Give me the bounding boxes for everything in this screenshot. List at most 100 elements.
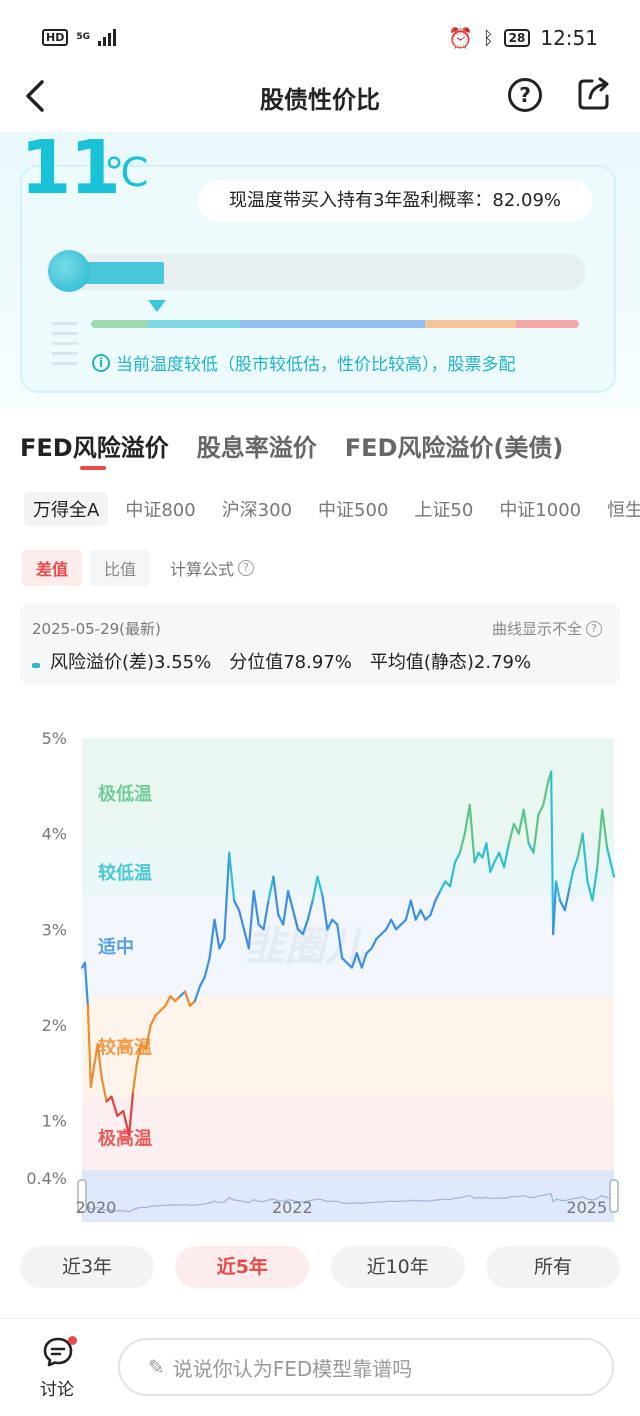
formula-link[interactable]: 计算公式 ? — [170, 556, 255, 580]
series-segment — [350, 952, 358, 969]
series-segment — [581, 832, 589, 883]
zone-band — [82, 996, 614, 1097]
series-segment — [606, 846, 616, 878]
series-segment — [188, 999, 196, 1007]
stats-row: 风险溢价(差)3.55% 分位值78.97% 平均值(静态)2.79% — [32, 648, 531, 674]
bottom-bar — [0, 1318, 640, 1416]
range-handle-right[interactable] — [609, 1179, 619, 1213]
mode-ratio[interactable]: 比值 — [90, 550, 151, 586]
series-segment — [86, 1004, 92, 1089]
series-segment — [429, 899, 437, 917]
tab-fed-risk-premium[interactable]: FED风险溢价 — [20, 428, 169, 470]
scale-segment — [148, 320, 240, 328]
series-segment — [154, 1009, 162, 1017]
tab-dividend-premium[interactable]: 股息率溢价 — [196, 434, 317, 462]
back-arrow-icon[interactable] — [22, 78, 52, 114]
series-segment — [128, 1090, 135, 1137]
signal-icon — [98, 28, 116, 46]
series-segment — [287, 889, 295, 912]
series-segment — [237, 909, 246, 931]
comment-input[interactable]: ✎ 说说你认为FED模型靠谱吗 — [118, 1338, 614, 1396]
series-segment — [144, 1023, 152, 1050]
series-dot — [32, 663, 40, 668]
temperature-tip-text: 当前温度较低（股市较低估，性价比较高），股票多配 — [116, 355, 516, 375]
question-icon: ? — [586, 620, 603, 637]
series-segment — [316, 875, 324, 897]
series-segment — [331, 918, 339, 926]
mode-difference[interactable]: 差值 — [22, 550, 83, 586]
range-handle-left[interactable] — [77, 1179, 87, 1213]
info-icon: i — [92, 353, 110, 372]
status-right: ⏰ ᛒ 28 12:51 — [448, 26, 598, 50]
index-selector: 万得全A 中证800 沪深300 中证500 上证50 中证1000 恒生指 — [24, 492, 640, 526]
index-wind-all-a[interactable]: 万得全A — [24, 492, 109, 526]
series-segment — [493, 851, 501, 864]
range-5y-button[interactable]: 近5年 — [175, 1246, 310, 1288]
series-segment — [512, 822, 520, 835]
series-stat: 风险溢价(差)3.55% — [32, 648, 211, 674]
range-3y-button[interactable]: 近3年 — [20, 1246, 154, 1288]
scale-segment — [516, 320, 579, 328]
index-csi500[interactable]: 中证500 — [318, 500, 389, 521]
series-segment — [385, 918, 393, 931]
series-segment — [301, 918, 309, 936]
index-hang-seng[interactable]: 恒生指 — [607, 500, 640, 521]
discussion-label[interactable]: 讨论 — [40, 1380, 74, 1400]
series-segment — [390, 918, 398, 931]
network-label: 5G — [76, 31, 90, 42]
percentile-value: 78.97% — [283, 652, 352, 673]
series-segment — [591, 866, 599, 902]
range-all-button[interactable]: 所有 — [485, 1246, 620, 1288]
index-csi800[interactable]: 中证800 — [125, 500, 196, 521]
scale-segment — [91, 320, 148, 328]
mode-selector: 差值 比值 计算公式 ? — [22, 550, 255, 586]
average-label: 平均值(静态) — [369, 652, 474, 673]
zone-label: 适中 — [98, 936, 134, 958]
series-segment — [183, 990, 192, 1007]
tab-fed-risk-premium-us[interactable]: FED风险溢价(美债) — [344, 434, 564, 462]
series-segment — [380, 928, 388, 936]
series-segment — [485, 842, 492, 874]
range-10y-button[interactable]: 近10年 — [330, 1246, 465, 1288]
series-segment — [576, 832, 584, 859]
x-tick-label: 2020 — [76, 1198, 117, 1217]
series-segment — [159, 1004, 167, 1012]
discussion-icon[interactable] — [42, 1336, 74, 1368]
series-segment — [149, 1014, 157, 1027]
zone-label: 极低温 — [98, 783, 152, 805]
range-navigator[interactable] — [82, 1170, 614, 1222]
share-icon[interactable] — [576, 76, 612, 112]
series-segment — [122, 1109, 131, 1137]
series-segment — [542, 779, 550, 807]
series-segment — [517, 808, 525, 835]
series-segment — [463, 803, 471, 835]
x-tick-label: 2025 — [566, 1198, 607, 1217]
x-tick-label: 2022 — [272, 1198, 313, 1217]
series-segment — [568, 870, 574, 888]
temperature-tip: i 当前温度较低（股市较低估，性价比较高），股票多配 — [92, 350, 516, 375]
percentile-label: 分位值 — [229, 652, 284, 673]
series-segment — [498, 851, 506, 869]
curve-incomplete-label: 曲线显示不全 — [492, 620, 583, 638]
index-csi1000[interactable]: 中证1000 — [499, 500, 582, 521]
curve-incomplete-link[interactable]: 曲线显示不全 ? — [492, 618, 603, 639]
index-sse50[interactable]: 上证50 — [414, 500, 474, 521]
thermometer-bulb — [48, 250, 90, 292]
help-icon[interactable]: ? — [508, 78, 542, 112]
series-segment — [252, 889, 260, 926]
series-segment — [554, 880, 562, 902]
series-segment — [424, 913, 432, 921]
y-tick-label: 2% — [42, 1016, 67, 1035]
status-bar: HD 5G ⏰ ᛒ 28 12:51 — [0, 0, 640, 72]
series-segment — [468, 803, 476, 864]
index-hs300[interactable]: 沪深300 — [221, 500, 293, 521]
series-segment — [116, 1109, 125, 1117]
status-time: 12:51 — [540, 26, 598, 50]
series-segment — [489, 861, 496, 874]
series-segment — [550, 770, 555, 936]
series-segment — [537, 803, 545, 816]
comment-placeholder: 说说你认为FED模型靠谱吗 — [172, 1356, 413, 1381]
series-segment — [502, 842, 511, 869]
scale-segment — [240, 320, 425, 328]
